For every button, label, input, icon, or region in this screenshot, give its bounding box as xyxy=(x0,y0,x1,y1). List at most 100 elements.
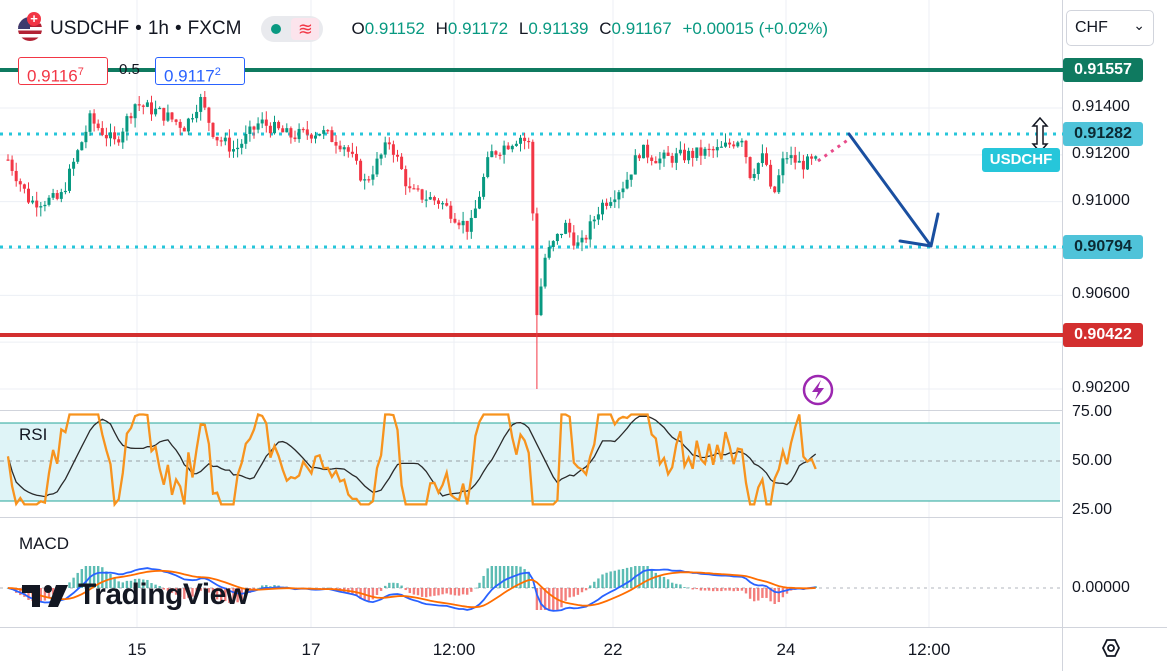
macd-hist-bar xyxy=(19,588,22,596)
candle-body xyxy=(519,137,522,144)
candle-body xyxy=(719,146,723,148)
candle-body xyxy=(756,163,760,175)
macd-hist-bar xyxy=(396,583,399,588)
symbol-header[interactable]: + USDCHF • 1h • FXCM ≋ O0.91152 H0.91172… xyxy=(18,12,829,44)
candle-body xyxy=(117,139,121,143)
candle-body xyxy=(22,184,26,189)
rsi-label[interactable]: RSI xyxy=(19,425,48,444)
candle-body xyxy=(539,286,543,316)
candle-body xyxy=(728,142,732,145)
macd-hist-bar xyxy=(535,588,539,610)
macd-hist-bar xyxy=(162,588,165,590)
macd-hist-bar xyxy=(375,588,379,596)
macd-hist-bar xyxy=(47,588,51,598)
macd-hist-bar xyxy=(605,572,608,588)
macd-hist-bar xyxy=(593,581,596,588)
status-pill[interactable]: ≋ xyxy=(261,16,324,42)
candle-body xyxy=(482,176,486,197)
candle-body xyxy=(736,142,740,147)
candle-body xyxy=(650,157,654,161)
candle-body xyxy=(289,128,293,138)
candle-body xyxy=(765,153,768,165)
candle-body xyxy=(129,116,133,119)
candle-body xyxy=(437,200,440,204)
wave-icon: ≋ xyxy=(291,18,320,40)
macd-hist-bar xyxy=(584,588,588,591)
candle-body xyxy=(683,149,686,161)
candle-body xyxy=(707,148,711,151)
macd-hist-bar xyxy=(117,581,120,588)
candle-body xyxy=(789,155,793,159)
candle-body xyxy=(334,141,338,146)
level-tag-lower[interactable]: 0.90794 xyxy=(1063,235,1143,259)
candle-body xyxy=(244,133,248,144)
macd-hist-bar xyxy=(658,575,662,588)
macd-hist-bar xyxy=(326,587,329,589)
candle-body xyxy=(473,208,477,218)
macd-hist-bar xyxy=(601,574,604,588)
candle-body xyxy=(285,128,289,133)
macd-hist-bar xyxy=(199,588,202,591)
candle-body xyxy=(314,135,317,139)
macd-hist-bar xyxy=(720,588,723,592)
candle-body xyxy=(687,150,691,161)
macd-hist-bar xyxy=(367,588,370,601)
tradingview-logo: TradingView xyxy=(22,578,249,612)
candle-body xyxy=(523,137,527,141)
candle-body xyxy=(281,128,285,133)
candle-body xyxy=(174,119,178,122)
macd-hist-bar xyxy=(207,588,211,593)
candle-body xyxy=(400,156,404,170)
candle-body xyxy=(371,174,375,180)
candle-body xyxy=(449,205,453,219)
macd-label[interactable]: MACD xyxy=(19,534,70,553)
macd-hist-bar xyxy=(543,588,547,610)
level-tag-upper[interactable]: 0.91282 xyxy=(1063,122,1143,146)
tradingview-logo-icon xyxy=(22,585,68,607)
candle-body xyxy=(203,97,207,108)
candle-body xyxy=(637,155,641,159)
change-value: +0.00015 (+0.02%) xyxy=(682,19,829,38)
macd-hist-bar xyxy=(703,588,707,591)
candle-body xyxy=(113,132,117,140)
candle-body xyxy=(510,145,514,150)
macd-hist-bar xyxy=(744,588,748,594)
macd-hist-bar xyxy=(133,578,137,588)
candle-body xyxy=(646,144,650,158)
macd-hist-bar xyxy=(728,588,731,591)
time-tick: 12:00 xyxy=(432,640,476,659)
macd-hist-bar xyxy=(699,588,703,591)
candle-body xyxy=(584,237,588,240)
candle-body xyxy=(781,158,785,176)
level-tag-bottom[interactable]: 0.90422 xyxy=(1063,323,1143,347)
candle-body xyxy=(248,126,252,134)
sell-button[interactable]: 0.91167 xyxy=(18,57,108,86)
currency-select[interactable]: CHF ⌄ xyxy=(1066,10,1154,46)
macd-hist-bar xyxy=(265,585,268,588)
macd-hist-bar xyxy=(552,588,555,610)
macd-hist-bar xyxy=(482,575,485,588)
level-tag-top[interactable]: 0.91557 xyxy=(1063,58,1143,82)
macd-hist-bar xyxy=(228,588,231,603)
candle-body xyxy=(699,147,703,156)
candle-body xyxy=(760,153,764,164)
macd-hist-bar xyxy=(215,588,219,600)
macd-hist-bar xyxy=(384,585,387,588)
macd-hist-bar xyxy=(371,588,375,600)
macd-hist-bar xyxy=(502,566,506,588)
interval-label[interactable]: 1h xyxy=(147,18,169,39)
candle-body xyxy=(273,121,276,134)
macd-hist-bar xyxy=(457,588,461,596)
macd-hist-bar xyxy=(420,588,424,597)
candle-body xyxy=(469,217,473,232)
candle-body xyxy=(432,197,436,201)
candle-body xyxy=(715,147,719,151)
buy-button[interactable]: 0.91172 xyxy=(155,57,245,86)
candle-body xyxy=(457,222,461,226)
candle-body xyxy=(195,111,199,119)
symbol-name[interactable]: USDCHF xyxy=(50,18,130,39)
rsi-tick: 75.00 xyxy=(1072,403,1113,420)
macd-hist-bar xyxy=(170,588,174,593)
